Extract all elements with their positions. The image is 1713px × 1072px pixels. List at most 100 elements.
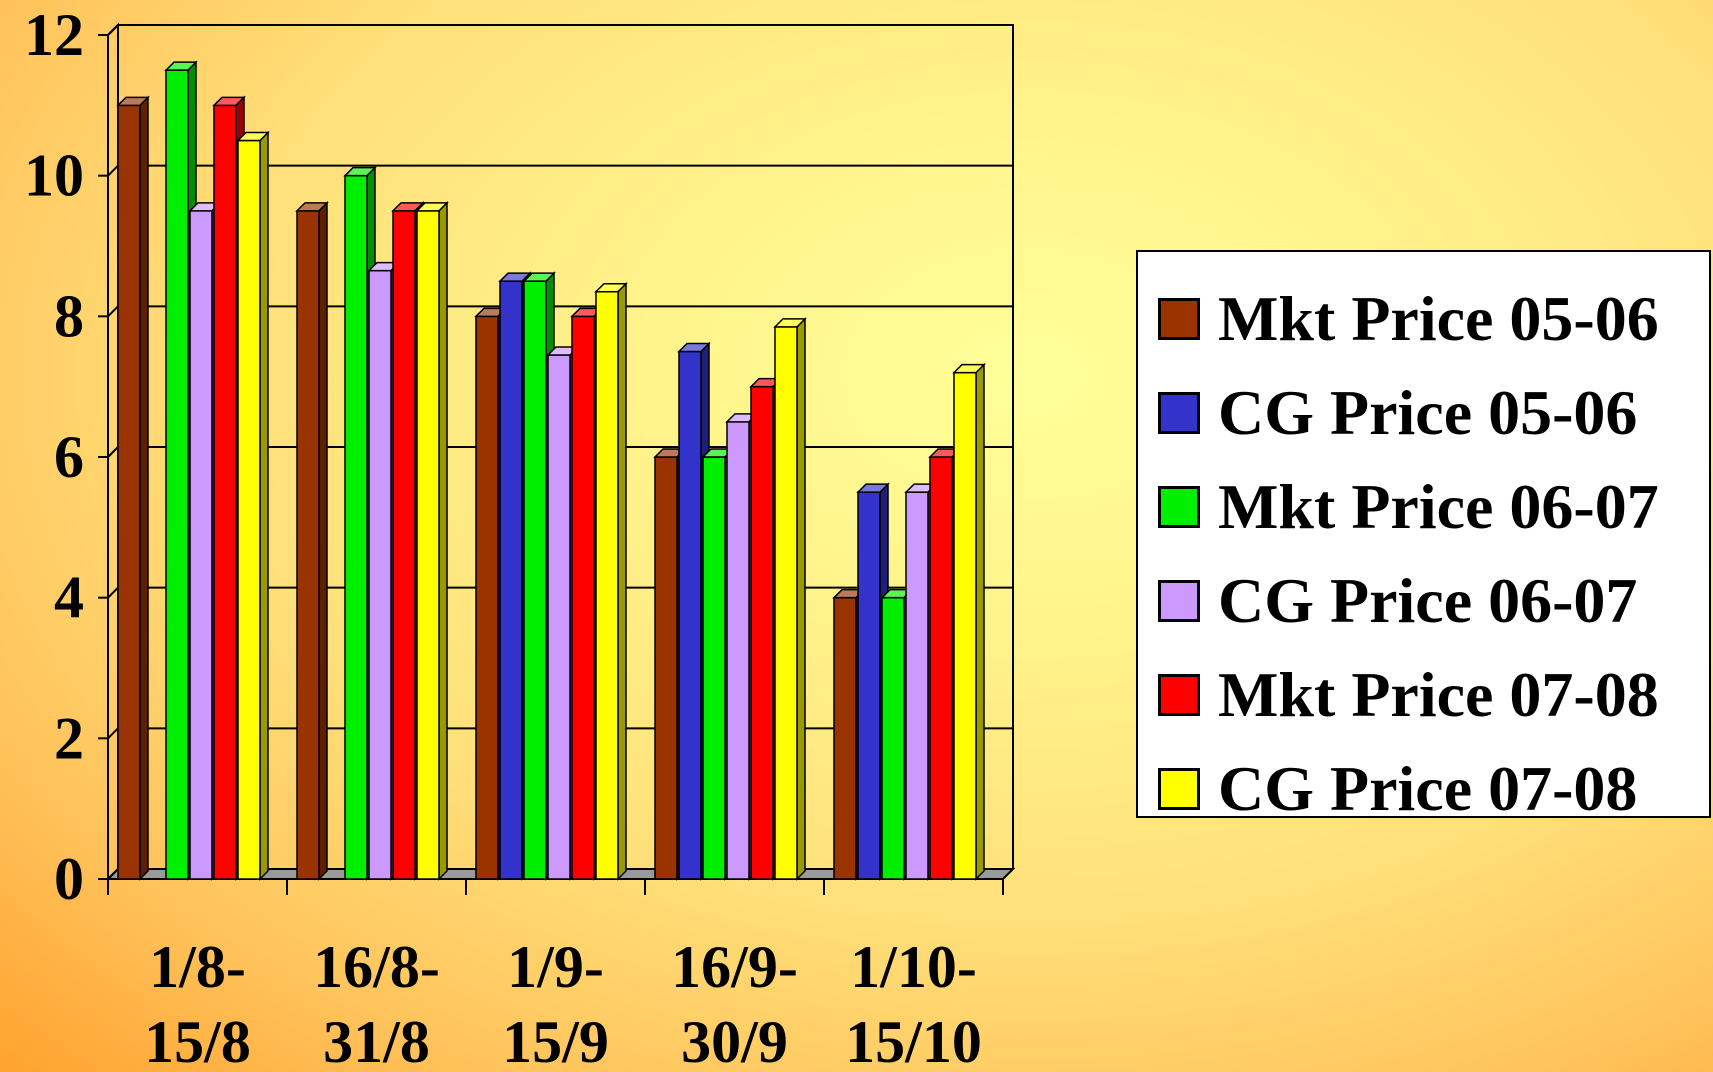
bar-side	[139, 95, 149, 881]
bar-front	[702, 456, 726, 880]
bar-front	[953, 371, 977, 880]
bar-top	[498, 272, 532, 282]
y-tick-label: 4	[54, 565, 84, 631]
bar-side	[438, 201, 448, 881]
legend-label: Mkt Price 07-08	[1218, 659, 1659, 730]
legend-swatch	[1158, 486, 1200, 528]
bar-front	[726, 421, 750, 880]
bar-front	[750, 385, 774, 880]
x-tick-label: 15/10	[845, 1009, 982, 1072]
x-tick-label: 15/9	[502, 1009, 609, 1072]
legend-label: CG Price 06-07	[1218, 565, 1638, 636]
bar-front	[547, 354, 571, 880]
bar-front	[117, 104, 141, 880]
bar	[116, 95, 150, 881]
y-tick-label: 8	[54, 283, 84, 349]
bar	[236, 130, 270, 881]
bar-front	[523, 280, 547, 880]
bar-front	[475, 315, 499, 880]
bar-front	[654, 456, 678, 880]
bar-front	[833, 596, 857, 880]
bar-top	[116, 96, 150, 107]
bar-front	[416, 210, 440, 880]
legend-label: CG Price 07-08	[1218, 753, 1638, 824]
bar-top	[212, 96, 246, 107]
bar-top	[856, 483, 890, 493]
bar-front	[392, 210, 416, 880]
gridline-side	[107, 586, 119, 599]
legend-item: Mkt Price 07-08	[1158, 648, 1709, 742]
bar-side	[617, 281, 627, 881]
y-axis-ticks: 0 2 4 6 8 10 12	[24, 2, 84, 912]
gridline-side	[107, 24, 119, 36]
bar-front	[165, 69, 189, 880]
bar-front	[368, 269, 392, 880]
bar	[295, 201, 329, 881]
bar-front	[499, 280, 523, 880]
bar-top	[952, 363, 986, 374]
y-tick-label: 0	[54, 846, 84, 912]
legend-item: CG Price 06-07	[1158, 554, 1709, 648]
bars	[116, 60, 986, 881]
legend-swatch	[1158, 580, 1200, 622]
bar-chart: 0 2 4 6 8 10 12 1/8- 15/8 16/8- 31/8 1/9- 15/9 16/9-…	[24, 2, 1016, 1072]
bar-front	[571, 315, 595, 880]
x-tick-label: 16/9-	[671, 934, 798, 1000]
bar-front	[344, 174, 368, 880]
bar-top	[391, 202, 425, 212]
bar-front	[881, 596, 905, 880]
gridline-side	[107, 446, 119, 458]
bar	[952, 362, 986, 881]
bar-side	[259, 130, 269, 881]
bar-top	[415, 202, 449, 212]
x-tick-label: 31/8	[323, 1009, 430, 1072]
x-tick-label: 30/9	[681, 1009, 788, 1072]
x-tick-label: 1/8-	[149, 934, 246, 1000]
bar-front	[678, 350, 702, 880]
legend-item: Mkt Price 05-06	[1158, 272, 1709, 366]
bar-front	[213, 104, 237, 880]
bar-side	[796, 317, 806, 881]
bar-top	[677, 342, 711, 353]
bar-top	[295, 202, 329, 212]
legend-swatch	[1158, 674, 1200, 716]
legend-item: CG Price 05-06	[1158, 366, 1709, 460]
x-tick-label: 1/10-	[850, 934, 977, 1000]
legend-label: Mkt Price 05-06	[1218, 283, 1659, 354]
x-tick-label: 15/8	[144, 1009, 251, 1072]
legend-label: Mkt Price 06-07	[1218, 471, 1659, 542]
bar-front	[905, 491, 929, 880]
bar	[594, 281, 628, 881]
bar-top	[594, 282, 628, 293]
legend-item: CG Price 07-08	[1158, 742, 1709, 836]
bar-front	[296, 210, 320, 880]
y-tick-label: 6	[54, 424, 84, 490]
bar-top	[522, 272, 556, 282]
y-tick-label: 10	[24, 143, 84, 209]
bar-top	[343, 166, 377, 177]
legend-swatch	[1158, 392, 1200, 434]
bar-front	[189, 210, 213, 880]
bar-front	[237, 139, 261, 880]
gridline-side	[107, 727, 119, 740]
bar-front	[774, 326, 798, 880]
gridline-side	[107, 164, 119, 177]
x-axis-ticks: 1/8- 15/8 16/8- 31/8 1/9- 15/9 16/9- 30/9 1/10- 1…	[144, 934, 982, 1072]
y-tick-label: 12	[24, 2, 84, 68]
x-tick-label: 16/8-	[313, 934, 440, 1000]
legend-label: CG Price 05-06	[1218, 377, 1638, 448]
bar-front	[595, 290, 619, 880]
bar-side	[318, 201, 328, 881]
x-tick-label: 1/9-	[507, 934, 604, 1000]
bar-top	[164, 61, 198, 71]
legend-swatch	[1158, 298, 1200, 340]
legend-swatch	[1158, 768, 1200, 810]
bar-top	[773, 318, 807, 328]
y-tick-label: 2	[54, 705, 84, 771]
gridline-side	[107, 305, 119, 318]
bar	[415, 201, 449, 881]
bar-side	[975, 362, 985, 881]
legend: Mkt Price 05-06 CG Price 05-06 Mkt Price 0…	[1136, 250, 1711, 821]
bar	[773, 317, 807, 881]
bar-front	[857, 491, 881, 880]
